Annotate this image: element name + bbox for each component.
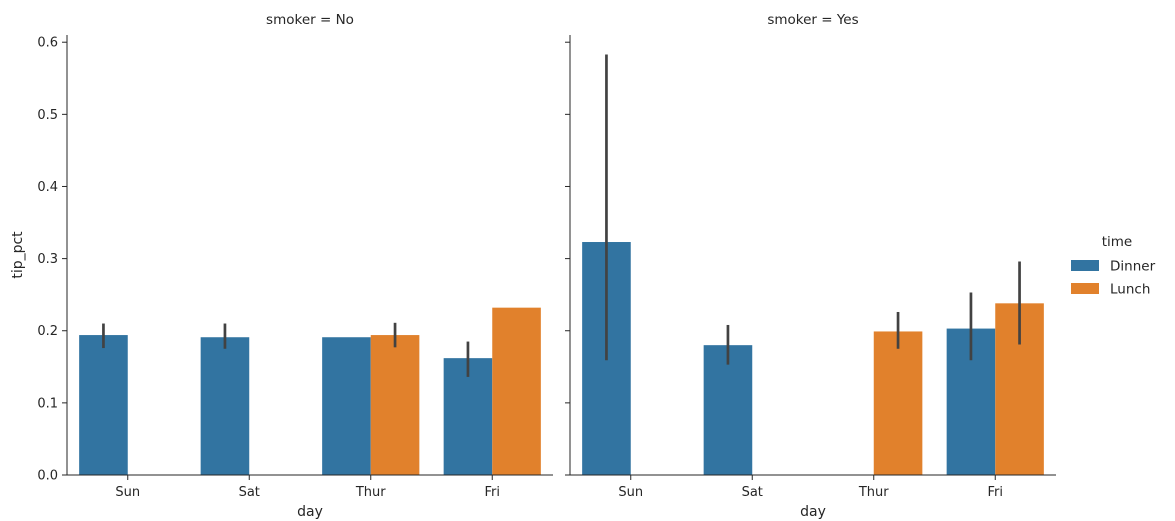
x-tick-label: Thur (355, 485, 386, 500)
legend-swatch-dinner (1071, 260, 1099, 271)
panel-title: smoker = Yes (767, 12, 858, 28)
x-tick-label: Sat (742, 485, 763, 500)
y-tick-label: 0.6 (37, 36, 58, 51)
panel-title: smoker = No (266, 12, 354, 28)
x-tick-label: Fri (485, 485, 501, 500)
x-axis-label: day (800, 504, 826, 520)
panel-smoker-yes: smoker = Yes Sun Sat Thur Fri day (565, 12, 1056, 520)
legend: time Dinner Lunch (1071, 234, 1156, 298)
x-tick-label: Sat (239, 485, 260, 500)
bar-dinner-fri (443, 358, 493, 475)
bar-lunch-fri (492, 307, 541, 475)
x-tick-label: Sun (618, 485, 643, 500)
panels-layer: smoker = No Sun Sat Thur Fri 0.0 0.1 0.2 0.3 0.4 0… (10, 12, 1056, 520)
bar-dinner-sun (79, 335, 128, 475)
legend-label-dinner: Dinner (1110, 259, 1156, 275)
y-axis-label: tip_pct (10, 231, 26, 279)
y-tick-label: 0.1 (37, 396, 58, 411)
panel-smoker-no: smoker = No Sun Sat Thur Fri 0.0 0.1 0.2 0.3 0.4 0… (10, 12, 553, 520)
x-axis-label: day (297, 504, 323, 520)
x-tick-label: Fri (988, 485, 1004, 500)
legend-title: time (1102, 234, 1133, 250)
bar-lunch-thur (370, 335, 420, 475)
x-tick-label: Sun (115, 485, 140, 500)
bar-dinner-sat (200, 337, 250, 475)
y-tick-label: 0.0 (37, 469, 58, 484)
y-tick-label: 0.5 (37, 108, 58, 123)
x-tick-label: Thur (858, 485, 889, 500)
y-tick-label: 0.2 (37, 324, 58, 339)
bar-lunch-thur (873, 331, 923, 475)
y-tick-label: 0.3 (37, 252, 58, 267)
bar-dinner-thur (322, 337, 371, 475)
y-tick-label: 0.4 (37, 180, 58, 195)
legend-label-lunch: Lunch (1110, 282, 1150, 298)
legend-swatch-lunch (1071, 283, 1099, 294)
bar-dinner-sat (703, 345, 753, 475)
